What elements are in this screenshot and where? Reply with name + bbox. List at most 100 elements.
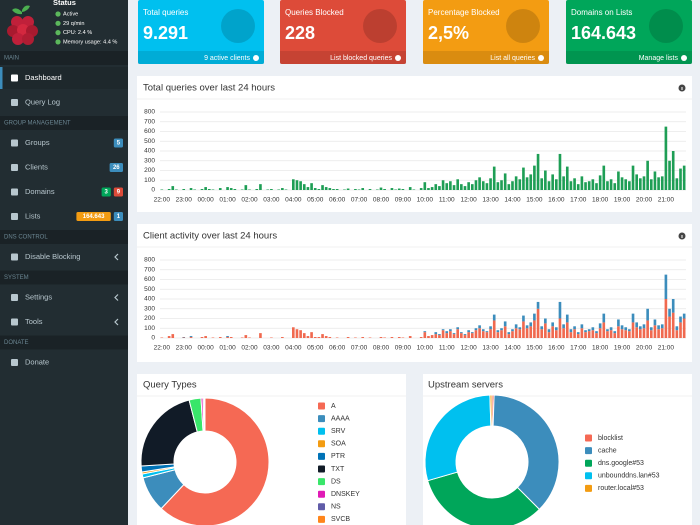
menu-item[interactable]: Groups [25, 138, 50, 147]
legend-label[interactable]: cache [598, 447, 617, 454]
menu-item[interactable]: Lists [25, 211, 41, 220]
legend-swatch[interactable] [585, 459, 592, 467]
stat-value: 164.643 [571, 23, 636, 43]
legend-swatch[interactable] [318, 415, 325, 423]
bar [576, 184, 580, 190]
stat-footer-icon[interactable] [253, 55, 259, 61]
x-tick-label: 22:00 [154, 345, 171, 352]
legend-label[interactable]: DS [331, 478, 341, 485]
bar [295, 329, 299, 338]
legend-swatch[interactable] [318, 402, 325, 410]
bar [233, 189, 237, 190]
menu-item[interactable]: Clients [25, 162, 48, 171]
stat-footer-bg[interactable] [423, 51, 549, 64]
legend-swatch[interactable] [318, 452, 325, 460]
menu-icon[interactable] [11, 294, 18, 301]
info-icon[interactable] [678, 232, 686, 240]
menu-item[interactable]: Disable Blocking [25, 252, 80, 261]
menu-icon[interactable] [11, 74, 18, 82]
menu-item[interactable]: Query Log [25, 97, 60, 106]
chevron[interactable] [114, 294, 119, 301]
bar [438, 186, 441, 190]
bar [649, 179, 653, 190]
bar [182, 189, 186, 190]
legend-label[interactable]: SRV [331, 428, 346, 435]
bar [317, 337, 321, 338]
bar [492, 320, 496, 338]
legend-label[interactable]: DNSKEY [331, 491, 360, 498]
menu-icon[interactable] [11, 359, 18, 366]
bar [682, 165, 686, 190]
menu-icon[interactable] [11, 318, 18, 326]
legend-swatch[interactable] [318, 465, 325, 473]
bar [302, 333, 306, 338]
menu-item[interactable]: Donate [25, 357, 49, 366]
legend-label[interactable]: PTR [331, 453, 345, 460]
stat-footer-bg[interactable] [280, 51, 406, 64]
stat-footer-icon[interactable] [538, 55, 544, 61]
x-tick-label: 05:00 [307, 197, 324, 204]
stat-footer[interactable]: 9 active clients [204, 55, 250, 62]
legend-label[interactable]: router.local#53 [598, 485, 644, 492]
menu-icon[interactable] [11, 213, 18, 220]
stat-footer-bg[interactable] [138, 51, 264, 64]
bar [555, 179, 558, 190]
legend-swatch[interactable] [318, 478, 325, 486]
stat-footer[interactable]: Manage lists [639, 55, 679, 62]
legend-swatch[interactable] [585, 484, 592, 492]
stat-footer-icon[interactable] [395, 55, 401, 61]
legend-label[interactable]: TXT [331, 466, 345, 473]
bar [602, 313, 606, 323]
bar [551, 322, 554, 327]
menu-icon[interactable] [11, 99, 18, 106]
legend-label[interactable]: dns.google#53 [598, 460, 644, 467]
menu-icon[interactable] [11, 253, 18, 261]
bar [576, 334, 580, 338]
menu-item[interactable]: Domains [25, 187, 55, 196]
menu-icon[interactable] [11, 164, 18, 171]
bar [642, 328, 646, 338]
chevron[interactable] [114, 253, 119, 261]
menu-active-bg [0, 67, 128, 89]
status-item: 29 q/min [63, 21, 84, 27]
x-tick-label: 20:00 [636, 345, 653, 352]
legend-label[interactable]: blocklist [598, 435, 623, 442]
stat-footer[interactable]: List blocked queries [330, 55, 392, 62]
menu-icon[interactable] [11, 188, 18, 196]
bar [657, 325, 660, 330]
x-tick-label: 18:00 [592, 197, 609, 204]
bar [207, 189, 211, 190]
legend-swatch[interactable] [318, 427, 325, 435]
info-icon[interactable] [678, 84, 686, 92]
stat-footer-icon[interactable] [681, 55, 687, 61]
stat-icon [506, 9, 540, 43]
menu-item[interactable]: Tools [25, 317, 43, 326]
chevron[interactable] [114, 318, 119, 326]
bar [408, 187, 412, 190]
menu-icon[interactable] [11, 139, 18, 147]
stat-footer-bg[interactable] [566, 51, 692, 64]
legend-swatch[interactable] [318, 515, 325, 523]
legend-label[interactable]: A [331, 403, 336, 410]
legend-label[interactable]: AAAA [331, 415, 350, 422]
bar [631, 313, 635, 323]
bar [226, 336, 229, 338]
legend-label[interactable]: SVCB [331, 516, 350, 523]
stat-footer[interactable]: List all queries [490, 55, 535, 62]
legend-swatch[interactable] [318, 490, 325, 498]
bar [620, 177, 624, 190]
menu-item[interactable]: Settings [25, 292, 52, 301]
legend-swatch[interactable] [585, 447, 592, 455]
bar [558, 153, 562, 190]
menu-item[interactable]: Dashboard [25, 73, 62, 82]
legend-label[interactable]: NS [331, 504, 341, 511]
bar [423, 182, 427, 190]
legend-swatch[interactable] [318, 440, 325, 448]
legend-label[interactable]: SOA [331, 441, 346, 448]
bar [346, 337, 350, 338]
legend-swatch[interactable] [585, 434, 592, 442]
legend-label[interactable]: unbounddns.lan#53 [598, 473, 660, 480]
legend-swatch[interactable] [585, 472, 592, 480]
legend-swatch[interactable] [318, 503, 325, 511]
bar [489, 329, 492, 338]
